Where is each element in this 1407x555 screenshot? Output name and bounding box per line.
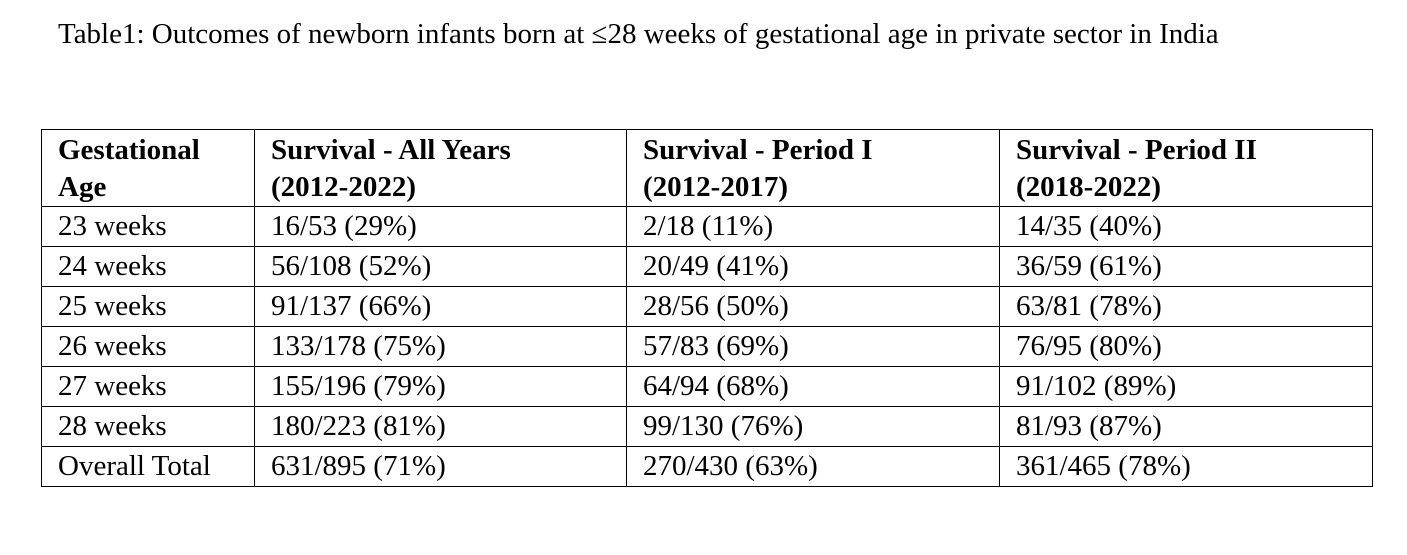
table-cell: 91/102 (89%) [999,366,1373,407]
table-cell: 81/93 (87%) [999,406,1373,447]
header-survival-all-years: Survival - All Years (2012-2022) [254,129,627,207]
table-cell: 99/130 (76%) [626,406,1000,447]
table-cell: 2/18 (11%) [626,206,1000,247]
table-row: 24 weeks 56/108 (52%) 20/49 (41%) 36/59 … [41,246,1373,287]
table-cell: 64/94 (68%) [626,366,1000,407]
table-cell: 26 weeks [41,326,255,367]
table-cell: 56/108 (52%) [254,246,627,287]
total-row: Overall Total 631/895 (71%) 270/430 (63%… [41,446,1373,487]
table-cell: 63/81 (78%) [999,286,1373,327]
table-cell: 28 weeks [41,406,255,447]
table-caption: Table1: Outcomes of newborn infants born… [58,18,1219,50]
table-cell: 20/49 (41%) [626,246,1000,287]
table-cell: 24 weeks [41,246,255,287]
table-cell: 23 weeks [41,206,255,247]
table-cell: 25 weeks [41,286,255,327]
table-cell: 270/430 (63%) [626,446,1000,487]
table-cell: 361/465 (78%) [999,446,1373,487]
header-text: (2012-2017) [643,171,788,203]
table-cell: 28/56 (50%) [626,286,1000,327]
table-row: 25 weeks 91/137 (66%) 28/56 (50%) 63/81 … [41,286,1373,327]
header-text: Survival - All Years [271,134,511,166]
survival-outcomes-table: Gestational Age Survival - All Years (20… [41,129,1373,487]
header-gestational-age: Gestational Age [41,129,255,207]
table-row: 28 weeks 180/223 (81%) 99/130 (76%) 81/9… [41,406,1373,447]
table-cell: 36/59 (61%) [999,246,1373,287]
header-text: Age [58,171,107,203]
header-text: Survival - Period II [1016,134,1257,166]
table-cell: 155/196 (79%) [254,366,627,407]
table-body: 23 weeks 16/53 (29%) 2/18 (11%) 14/35 (4… [41,206,1373,487]
table-cell: 27 weeks [41,366,255,407]
table-row: 27 weeks 155/196 (79%) 64/94 (68%) 91/10… [41,366,1373,407]
header-text: Gestational [58,134,200,166]
table-cell: 16/53 (29%) [254,206,627,247]
table-cell: 76/95 (80%) [999,326,1373,367]
table-cell: 631/895 (71%) [254,446,627,487]
table-cell: 14/35 (40%) [999,206,1373,247]
header-row: Gestational Age Survival - All Years (20… [41,129,1373,207]
header-text: Survival - Period I [643,134,873,166]
header-survival-period-2: Survival - Period II (2018-2022) [999,129,1373,207]
table-cell: 180/223 (81%) [254,406,627,447]
table-row: 23 weeks 16/53 (29%) 2/18 (11%) 14/35 (4… [41,206,1373,247]
table-cell: Overall Total [41,446,255,487]
header-text: (2012-2022) [271,171,416,203]
table-cell: 133/178 (75%) [254,326,627,367]
table-cell: 57/83 (69%) [626,326,1000,367]
header-survival-period-1: Survival - Period I (2012-2017) [626,129,1000,207]
table-cell: 91/137 (66%) [254,286,627,327]
table-header: Gestational Age Survival - All Years (20… [41,129,1373,207]
header-text: (2018-2022) [1016,171,1161,203]
table-row: 26 weeks 133/178 (75%) 57/83 (69%) 76/95… [41,326,1373,367]
